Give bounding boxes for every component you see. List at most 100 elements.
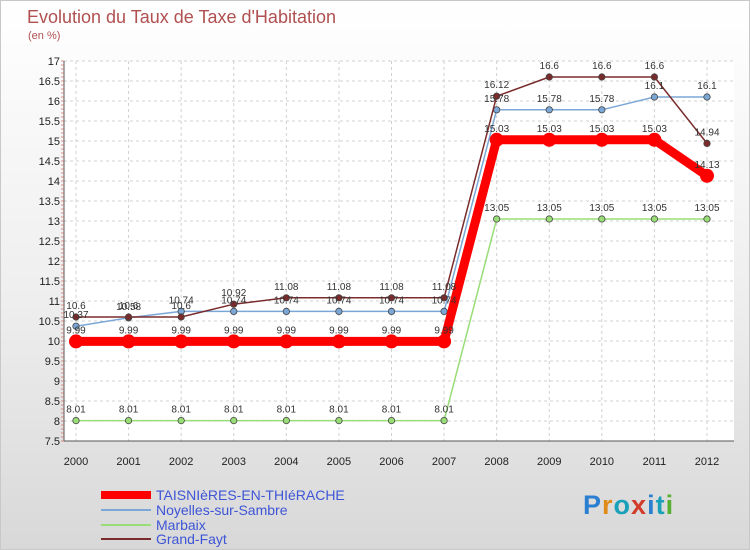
data-label: 16.6 bbox=[645, 61, 665, 72]
logo-letter: i bbox=[665, 490, 675, 520]
data-label: 10.6 bbox=[119, 301, 139, 312]
data-label: 9.99 bbox=[434, 325, 454, 336]
data-point bbox=[69, 334, 83, 349]
data-label: 10.74 bbox=[274, 295, 299, 306]
data-label: 15.03 bbox=[484, 124, 509, 135]
data-label: 14.94 bbox=[694, 127, 719, 138]
x-tick-label: 2007 bbox=[432, 456, 456, 468]
y-tick-label: 13 bbox=[48, 216, 60, 228]
data-point bbox=[226, 334, 241, 349]
logo-letter: x bbox=[631, 490, 648, 520]
x-tick-label: 2001 bbox=[116, 456, 140, 468]
data-point bbox=[703, 215, 711, 223]
logo-letter: o bbox=[613, 490, 632, 520]
data-point bbox=[598, 73, 606, 81]
logo-letter: r bbox=[602, 490, 614, 520]
data-label: 15.78 bbox=[537, 94, 562, 105]
data-point bbox=[545, 106, 553, 114]
y-tick-label: 10 bbox=[48, 336, 60, 348]
data-point bbox=[177, 313, 185, 321]
data-point bbox=[703, 93, 711, 101]
data-label: 10.6 bbox=[171, 301, 191, 312]
data-label: 13.05 bbox=[484, 203, 509, 214]
data-point bbox=[124, 416, 133, 425]
y-tick-label: 14 bbox=[48, 176, 60, 188]
data-point bbox=[545, 215, 553, 223]
y-tick-label: 16 bbox=[48, 96, 60, 108]
data-label: 8.01 bbox=[119, 405, 139, 416]
data-label: 10.37 bbox=[63, 310, 88, 321]
data-label: 9.99 bbox=[329, 325, 349, 336]
data-point bbox=[72, 313, 80, 321]
data-point bbox=[650, 215, 659, 223]
y-tick-label: 7.5 bbox=[45, 436, 60, 448]
data-label: 8.01 bbox=[224, 405, 244, 416]
y-tick-label: 9 bbox=[54, 376, 60, 388]
y-tick-label: 10.5 bbox=[39, 316, 60, 328]
x-tick-label: 2000 bbox=[64, 456, 88, 468]
data-point bbox=[440, 416, 448, 425]
data-label: 13.05 bbox=[589, 203, 614, 214]
data-label: 16.6 bbox=[592, 61, 612, 72]
data-point bbox=[282, 307, 290, 315]
y-tick-label: 12 bbox=[48, 256, 60, 268]
data-point bbox=[121, 334, 136, 349]
logo-letter: i bbox=[647, 490, 656, 520]
y-tick-label: 15 bbox=[48, 136, 60, 148]
data-point bbox=[387, 416, 396, 425]
data-point bbox=[598, 106, 606, 114]
x-tick-label: 2002 bbox=[169, 456, 193, 468]
legend-label: TAISNIèRES-EN-THIéRACHE bbox=[156, 487, 345, 503]
data-label: 8.01 bbox=[329, 405, 349, 416]
data-label: 10.74 bbox=[326, 295, 351, 306]
proxiti-logo: Proxiti bbox=[583, 490, 674, 521]
data-point bbox=[650, 93, 659, 101]
data-point bbox=[594, 132, 609, 147]
data-point bbox=[440, 294, 448, 302]
data-label: 10.6 bbox=[66, 301, 86, 312]
y-tick-label: 16.5 bbox=[39, 76, 60, 88]
chart-title: Evolution du Taux de Taxe d'Habitation bbox=[27, 7, 336, 27]
data-point bbox=[282, 294, 290, 302]
data-label: 16.6 bbox=[540, 61, 560, 72]
x-tick-label: 2003 bbox=[222, 456, 246, 468]
y-tick-label: 8.5 bbox=[45, 396, 60, 408]
data-point bbox=[331, 334, 346, 349]
legend-label: Grand-Fayt bbox=[156, 531, 227, 547]
data-label: 16.1 bbox=[697, 81, 717, 92]
y-tick-label: 11.5 bbox=[39, 276, 60, 288]
data-label: 15.03 bbox=[537, 124, 562, 135]
data-label: 8.01 bbox=[66, 405, 86, 416]
data-point bbox=[335, 307, 343, 315]
data-label: 9.99 bbox=[171, 325, 191, 336]
data-label: 8.01 bbox=[277, 405, 297, 416]
data-label: 9.99 bbox=[224, 325, 244, 336]
data-label: 8.01 bbox=[171, 405, 191, 416]
plot-area bbox=[64, 61, 734, 441]
data-label: 15.78 bbox=[589, 94, 614, 105]
data-point bbox=[493, 215, 501, 223]
data-label: 16.12 bbox=[484, 80, 509, 91]
data-label: 10.92 bbox=[221, 288, 246, 299]
y-tick-label: 15.5 bbox=[39, 116, 60, 128]
legend-label: Noyelles-sur-Sambre bbox=[156, 502, 288, 518]
data-label: 13.05 bbox=[694, 203, 719, 214]
data-label: 11.08 bbox=[379, 282, 404, 293]
data-point bbox=[384, 334, 399, 349]
x-tick-label: 2010 bbox=[590, 456, 614, 468]
data-point bbox=[335, 416, 343, 425]
legend-label: Marbaix bbox=[156, 517, 206, 533]
data-point bbox=[545, 73, 553, 81]
x-tick-label: 2011 bbox=[643, 456, 667, 468]
x-tick-label: 2004 bbox=[274, 456, 298, 468]
data-point bbox=[387, 294, 396, 302]
data-label: 8.01 bbox=[382, 405, 402, 416]
data-label: 9.99 bbox=[119, 325, 139, 336]
data-point bbox=[230, 416, 238, 425]
data-label: 10.74 bbox=[379, 295, 404, 306]
data-point bbox=[230, 307, 238, 315]
x-tick-label: 2005 bbox=[327, 456, 351, 468]
data-point bbox=[174, 334, 189, 349]
data-point bbox=[437, 334, 452, 349]
